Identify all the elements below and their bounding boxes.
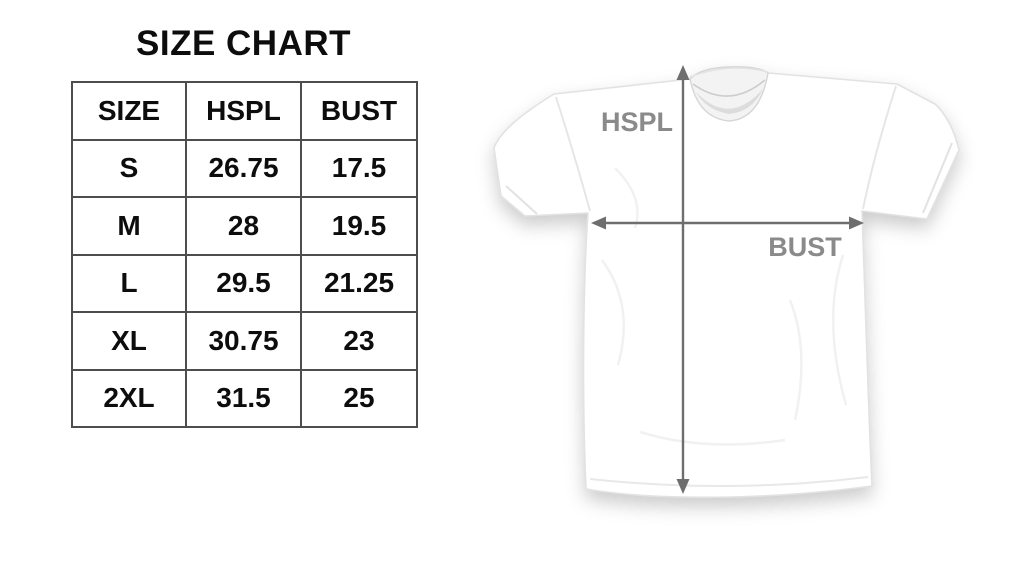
bust-cell: 17.5: [300, 138, 418, 198]
left-sleeve-seam: [555, 96, 591, 212]
left-cuff-seam: [505, 185, 538, 215]
size-cell: XL: [71, 311, 187, 371]
bust-cell: 23: [300, 311, 418, 371]
hspl-arrow: [676, 65, 690, 494]
table-row: XL 30.75 23: [71, 311, 418, 371]
column-header-bust: BUST: [300, 81, 418, 141]
hspl-cell: 29.5: [185, 253, 302, 313]
table-row: L 29.5 21.25: [71, 253, 418, 313]
hspl-cell: 28: [185, 196, 302, 256]
bust-arrow: [591, 216, 864, 230]
column-header-size: SIZE: [71, 81, 187, 141]
bust-cell: 19.5: [300, 196, 418, 256]
tshirt-body: [493, 72, 960, 499]
bust-label: BUST: [768, 232, 842, 262]
right-cuff-seam: [922, 142, 953, 214]
table-row: 2XL 31.5 25: [71, 368, 418, 428]
hspl-cell: 31.5: [185, 368, 302, 428]
collar-inner-shadow: [696, 89, 763, 114]
tshirt-graphic: [493, 66, 960, 499]
column-header-hspl: HSPL: [185, 81, 302, 141]
size-cell: M: [71, 196, 187, 256]
collar-top-seam: [689, 67, 769, 78]
bust-cell: 21.25: [300, 253, 418, 313]
right-sleeve-seam: [862, 85, 897, 210]
size-chart-table: SIZE HSPL BUST S 26.75 17.5 M 28 19.5 L …: [71, 81, 418, 428]
collar-opening: [689, 66, 769, 122]
table-row: S 26.75 17.5: [71, 138, 418, 198]
table-header-row: SIZE HSPL BUST: [71, 81, 418, 141]
bust-cell: 25: [300, 368, 418, 428]
collar-band-seam: [692, 79, 766, 97]
table-row: M 28 19.5: [71, 196, 418, 256]
page-title: SIZE CHART: [136, 24, 351, 63]
size-cell: L: [71, 253, 187, 313]
size-cell: S: [71, 138, 187, 198]
hspl-cell: 26.75: [185, 138, 302, 198]
hem-seam: [589, 476, 869, 488]
hspl-cell: 30.75: [185, 311, 302, 371]
size-cell: 2XL: [71, 368, 187, 428]
hspl-label: HSPL: [601, 107, 673, 137]
